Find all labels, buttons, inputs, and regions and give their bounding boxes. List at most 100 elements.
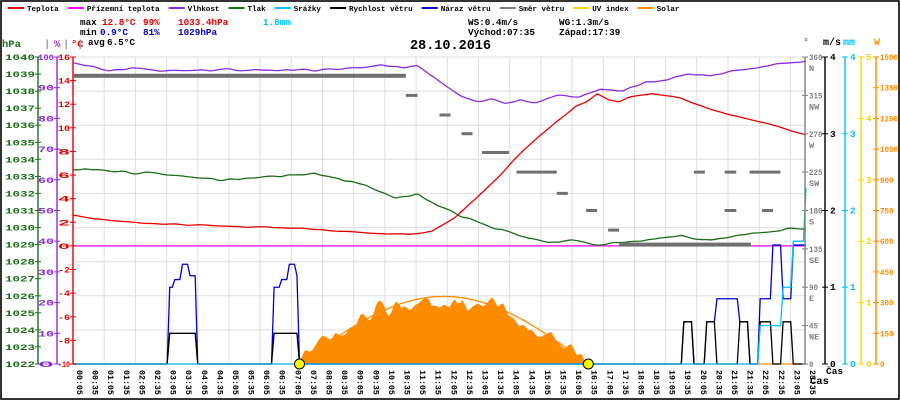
svg-text:|: | bbox=[44, 39, 50, 51]
svg-text:12:05: 12:05 bbox=[448, 370, 457, 395]
svg-text:750: 750 bbox=[880, 207, 894, 217]
svg-text:-8: -8 bbox=[58, 336, 70, 346]
svg-text:1: 1 bbox=[850, 282, 856, 293]
svg-text:4: 4 bbox=[830, 52, 836, 63]
svg-text:100: 100 bbox=[38, 53, 54, 63]
svg-text:1036: 1036 bbox=[5, 121, 35, 131]
svg-text:23:35: 23:35 bbox=[807, 370, 816, 395]
svg-text:360: 360 bbox=[809, 53, 823, 63]
svg-text:Západ:17:39: Západ:17:39 bbox=[559, 27, 621, 38]
svg-text:07:35: 07:35 bbox=[308, 370, 317, 395]
svg-text:15:35: 15:35 bbox=[558, 370, 567, 395]
svg-text:09:05: 09:05 bbox=[355, 370, 364, 395]
svg-text:1035: 1035 bbox=[5, 138, 35, 148]
svg-text:315: 315 bbox=[809, 91, 823, 101]
svg-text:4: 4 bbox=[850, 52, 856, 63]
svg-text:18:35: 18:35 bbox=[651, 370, 660, 395]
svg-text:02:05: 02:05 bbox=[136, 370, 145, 395]
svg-text:150: 150 bbox=[880, 329, 894, 339]
svg-text:W: W bbox=[874, 38, 880, 49]
svg-text:1200: 1200 bbox=[880, 114, 898, 124]
svg-text:6: 6 bbox=[58, 171, 70, 181]
svg-text:8: 8 bbox=[58, 148, 70, 158]
svg-text:4: 4 bbox=[866, 113, 872, 124]
svg-text:°: ° bbox=[803, 37, 809, 49]
svg-text:6.5°C: 6.5°C bbox=[107, 37, 135, 48]
svg-text:0: 0 bbox=[809, 360, 814, 370]
svg-text:-4: -4 bbox=[58, 289, 70, 299]
svg-text:00:05: 00:05 bbox=[74, 370, 83, 395]
svg-text:1039: 1039 bbox=[5, 70, 35, 80]
svg-text:03:05: 03:05 bbox=[168, 370, 177, 395]
svg-text:10:05: 10:05 bbox=[386, 370, 395, 395]
svg-text:Tlak: Tlak bbox=[248, 6, 267, 14]
svg-text:0: 0 bbox=[880, 360, 885, 370]
svg-text:00:35: 00:35 bbox=[90, 370, 99, 395]
svg-text:16: 16 bbox=[58, 53, 70, 63]
svg-text:SW: SW bbox=[809, 179, 820, 189]
svg-text:17:05: 17:05 bbox=[604, 370, 613, 395]
svg-text:23:05: 23:05 bbox=[791, 370, 800, 395]
svg-text:50: 50 bbox=[38, 207, 54, 217]
svg-text:80: 80 bbox=[38, 114, 54, 124]
svg-text:06:35: 06:35 bbox=[277, 370, 286, 395]
svg-text:06:05: 06:05 bbox=[261, 370, 270, 395]
svg-text:5: 5 bbox=[866, 52, 872, 63]
svg-text:14:05: 14:05 bbox=[511, 370, 520, 395]
svg-text:Srážky: Srážky bbox=[294, 6, 322, 14]
svg-text:45: 45 bbox=[809, 322, 818, 332]
svg-text:07:05: 07:05 bbox=[292, 370, 301, 395]
svg-text:19:05: 19:05 bbox=[667, 370, 676, 395]
svg-text:14: 14 bbox=[58, 77, 70, 87]
svg-text:17:35: 17:35 bbox=[620, 370, 629, 395]
svg-text:m/s: m/s bbox=[823, 37, 841, 49]
svg-text:01:05: 01:05 bbox=[105, 370, 114, 395]
svg-text:70: 70 bbox=[38, 145, 54, 155]
svg-text:30: 30 bbox=[38, 268, 54, 278]
svg-text:15:05: 15:05 bbox=[542, 370, 551, 395]
svg-text:Rychlost větru: Rychlost větru bbox=[349, 6, 413, 14]
svg-text:16:35: 16:35 bbox=[589, 370, 598, 395]
svg-text:1: 1 bbox=[830, 282, 836, 293]
svg-text:270: 270 bbox=[809, 130, 823, 140]
svg-text:13:35: 13:35 bbox=[495, 370, 504, 395]
svg-text:4: 4 bbox=[58, 195, 70, 205]
svg-text:Čas: Čas bbox=[826, 366, 843, 377]
svg-text:SE: SE bbox=[809, 256, 819, 266]
svg-text:09:35: 09:35 bbox=[370, 370, 379, 395]
svg-text:0: 0 bbox=[38, 360, 54, 370]
svg-text:1034: 1034 bbox=[5, 155, 35, 165]
svg-text:-6: -6 bbox=[58, 313, 70, 323]
svg-text:Východ:07:35: Východ:07:35 bbox=[468, 27, 535, 38]
svg-text:Směr větru: Směr větru bbox=[519, 6, 565, 14]
svg-text:13:05: 13:05 bbox=[480, 370, 489, 395]
svg-text:1030: 1030 bbox=[5, 224, 35, 234]
svg-text:180: 180 bbox=[809, 207, 823, 217]
svg-text:1500: 1500 bbox=[880, 53, 898, 63]
svg-text:20: 20 bbox=[38, 299, 54, 309]
svg-text:16:05: 16:05 bbox=[573, 370, 582, 395]
svg-text:60: 60 bbox=[38, 176, 54, 186]
svg-text:0: 0 bbox=[58, 242, 70, 252]
svg-text:03:35: 03:35 bbox=[183, 370, 192, 395]
svg-text:300: 300 bbox=[880, 299, 894, 309]
svg-text:UV index: UV index bbox=[592, 6, 629, 14]
svg-text:10: 10 bbox=[58, 124, 70, 134]
svg-text:90: 90 bbox=[38, 84, 54, 94]
svg-text:11:05: 11:05 bbox=[417, 370, 426, 395]
svg-text:90: 90 bbox=[809, 283, 818, 293]
svg-text:2: 2 bbox=[850, 206, 856, 217]
svg-text:1024: 1024 bbox=[5, 326, 35, 336]
svg-text:22:05: 22:05 bbox=[760, 370, 769, 395]
svg-text:N: N bbox=[809, 64, 814, 74]
svg-text:81%: 81% bbox=[143, 27, 160, 38]
svg-text:1023: 1023 bbox=[5, 343, 35, 353]
svg-text:11:35: 11:35 bbox=[433, 370, 442, 395]
svg-text:12: 12 bbox=[58, 100, 70, 110]
svg-text:02:35: 02:35 bbox=[152, 370, 161, 395]
svg-text:05:05: 05:05 bbox=[230, 370, 239, 395]
svg-text:1029: 1029 bbox=[5, 241, 35, 251]
svg-text:19:35: 19:35 bbox=[682, 370, 691, 395]
svg-text:1050: 1050 bbox=[880, 145, 898, 155]
svg-text:Solar: Solar bbox=[657, 6, 680, 14]
